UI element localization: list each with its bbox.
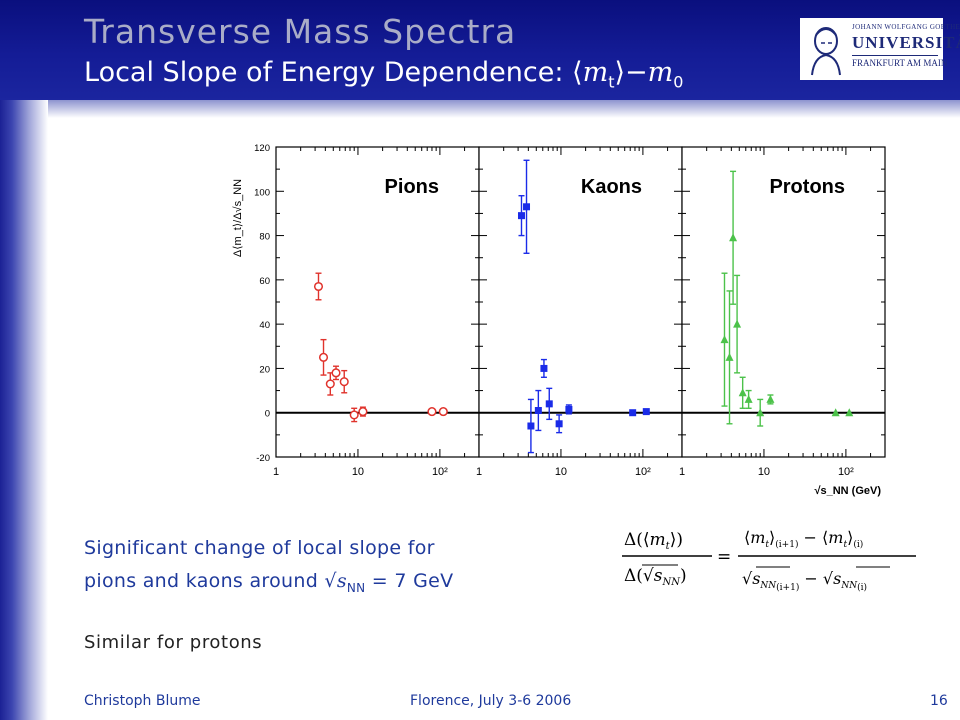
x-tick-label: 10 xyxy=(352,466,364,478)
similar-protons-text: Similar for protons xyxy=(84,632,263,653)
data-point-pion xyxy=(349,410,359,420)
university-logo: JOHANN WOLFGANG GOETHE UNIVERSITÄT FRANK… xyxy=(800,18,960,80)
slope-formula: Δ(⟨mt⟩) Δ(√sNN) = ⟨mt⟩(i+1) − ⟨mt⟩(i) √s… xyxy=(622,528,916,593)
svg-text:=: = xyxy=(717,547,731,567)
data-point-proton xyxy=(845,408,854,417)
data-point-pion xyxy=(358,407,368,417)
data-point-pion xyxy=(339,377,349,387)
body-text-line-2: pions and kaons around √sNN = 7 GeV xyxy=(84,570,453,595)
subtitle-m: m xyxy=(582,57,609,88)
header-gradient xyxy=(0,100,960,118)
footer-page-number: 16 xyxy=(930,693,948,709)
data-point-pion xyxy=(427,407,437,417)
data-point-proton xyxy=(729,233,738,242)
logo-line-2: UNIVERSITÄT xyxy=(852,33,960,52)
panel-label-kaons: Kaons xyxy=(581,176,642,198)
data-point-kaon xyxy=(534,407,542,414)
data-point-pion xyxy=(331,368,341,378)
x-axis-label: √s_NN (GeV) xyxy=(814,485,881,497)
body-line2-sub: NN xyxy=(346,580,366,595)
panel-label-protons: Protons xyxy=(769,176,845,198)
svg-text:Δ(√sNN): Δ(√sNN) xyxy=(624,566,687,588)
footer-author: Christoph Blume xyxy=(84,693,201,709)
svg-text:Δ(⟨mt⟩): Δ(⟨mt⟩) xyxy=(624,530,683,552)
slide-subtitle: Local Slope of Energy Dependence: ⟨mt⟩−m… xyxy=(84,57,683,91)
logo-line-1: JOHANN WOLFGANG GOETHE xyxy=(852,23,960,31)
x-tick-label: 1 xyxy=(679,466,685,478)
x-tick-label: 10 xyxy=(555,466,567,478)
panel-frame-protons xyxy=(681,146,886,458)
data-point-kaon xyxy=(642,408,650,416)
panel-label-pions: Pions xyxy=(385,176,439,198)
x-tick-label: 10² xyxy=(635,466,651,478)
body-line2-post: = 7 GeV xyxy=(365,570,454,592)
data-point-proton xyxy=(738,388,747,397)
y-axis-label: Δ⟨m_t⟩/Δ√s_NN xyxy=(232,179,244,257)
subtitle-sub-t: t xyxy=(608,72,615,92)
data-point-kaon xyxy=(555,420,563,428)
y-tick-label: 40 xyxy=(259,320,270,331)
y-tick-label: 120 xyxy=(254,143,270,154)
body-line2-s: s xyxy=(336,570,347,592)
subtitle-m0: m xyxy=(647,57,674,88)
footer-venue: Florence, July 3-6 2006 xyxy=(410,693,572,709)
data-point-kaon xyxy=(523,203,531,211)
y-tick-label: 20 xyxy=(259,364,270,375)
data-point-proton xyxy=(720,335,729,344)
slide-title: Transverse Mass Spectra xyxy=(84,12,517,51)
y-tick-label: 80 xyxy=(259,232,270,243)
subtitle-close-bracket: ⟩− xyxy=(614,57,648,88)
data-point-pion xyxy=(438,407,448,417)
y-tick-label: 60 xyxy=(259,276,270,287)
subtitle-text: Local Slope of Energy Dependence: xyxy=(84,57,573,88)
data-point-kaon xyxy=(540,364,548,372)
data-point-proton xyxy=(744,394,753,403)
panel-frame-kaons xyxy=(478,146,683,458)
logo-divider xyxy=(852,55,938,56)
body-line2-pre: pions and kaons around √ xyxy=(84,570,337,592)
y-tick-label: 0 xyxy=(265,409,270,420)
y-tick-label: -20 xyxy=(256,453,270,464)
x-tick-label: 10² xyxy=(838,466,854,478)
left-gradient-bar xyxy=(0,100,48,720)
data-point-proton xyxy=(756,408,765,417)
data-point-proton xyxy=(831,408,840,417)
x-tick-label: 10² xyxy=(432,466,448,478)
data-point-pion xyxy=(318,352,329,362)
data-point-pion xyxy=(313,281,324,292)
subtitle-open-bracket: ⟨ xyxy=(572,57,583,88)
data-point-pion xyxy=(325,379,335,389)
data-point-kaon xyxy=(517,212,525,220)
subtitle-sub-0: 0 xyxy=(673,72,684,92)
data-point-proton xyxy=(725,352,734,361)
data-point-kaon xyxy=(527,422,535,430)
x-tick-label: 1 xyxy=(273,466,279,478)
x-tick-label: 1 xyxy=(476,466,482,478)
panel-frame-pions xyxy=(275,146,480,458)
svg-text:√sNN(i+1) − √sNN(i): √sNN(i+1) − √sNN(i) xyxy=(742,569,867,593)
y-tick-label: 100 xyxy=(254,187,270,198)
data-point-proton xyxy=(733,319,742,328)
body-text-line-1: Significant change of local slope for xyxy=(84,537,435,559)
data-point-kaon xyxy=(629,409,637,417)
data-point-proton xyxy=(766,394,775,403)
slope-chart: 1 10 10² Pions 1 10 10² Kaons 1 10 10² Protons -20 0 2… xyxy=(232,143,886,497)
goethe-portrait-icon xyxy=(804,21,848,77)
logo-line-3: FRANKFURT AM MAIN xyxy=(852,58,948,68)
x-tick-label: 10 xyxy=(758,466,770,478)
data-point-kaon xyxy=(565,405,573,413)
svg-text:⟨mt⟩(i+1) − ⟨mt⟩(i): ⟨mt⟩(i+1) − ⟨mt⟩(i) xyxy=(744,528,863,550)
data-point-kaon xyxy=(545,400,553,408)
